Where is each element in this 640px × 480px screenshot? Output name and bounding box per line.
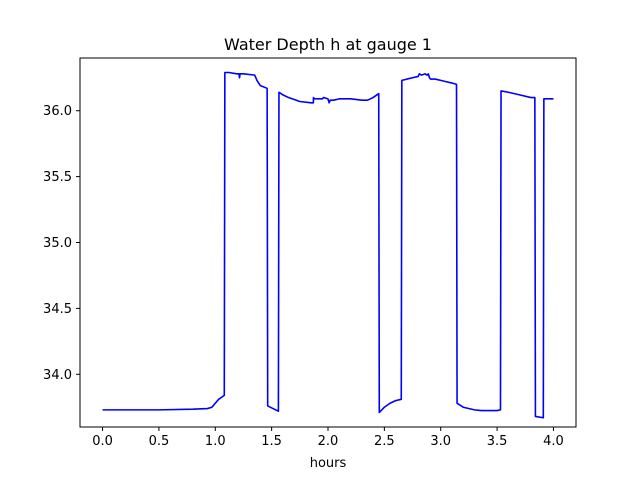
series-line bbox=[102, 71, 554, 419]
plot-frame bbox=[79, 57, 577, 428]
x-tick-label: 3.0 bbox=[430, 434, 451, 449]
x-tick-label: 0.0 bbox=[92, 434, 113, 449]
x-axis-ticks: 0.0 0.5 1.0 1.5 2.0 2.5 3.0 3.5 4.0 bbox=[92, 427, 564, 449]
x-tick-label: 0.5 bbox=[149, 434, 170, 449]
y-tick-label: 34.5 bbox=[43, 302, 72, 317]
y-tick-label: 35.5 bbox=[43, 170, 72, 185]
y-tick-label: 35.0 bbox=[43, 236, 72, 251]
y-tick-label: 36.0 bbox=[43, 104, 72, 119]
plot-area bbox=[102, 71, 554, 419]
x-tick-label: 2.0 bbox=[318, 434, 339, 449]
x-tick-label: 1.5 bbox=[261, 434, 282, 449]
x-tick-label: 4.0 bbox=[543, 434, 564, 449]
x-tick-label: 3.5 bbox=[487, 434, 508, 449]
y-tick-label: 34.0 bbox=[43, 368, 72, 383]
x-tick-label: 2.5 bbox=[374, 434, 395, 449]
x-axis-label: hours bbox=[310, 456, 347, 471]
y-axis-ticks: 34.0 34.5 35.0 35.5 36.0 bbox=[43, 104, 80, 383]
chart-title: Water Depth h at gauge 1 bbox=[224, 35, 432, 54]
x-tick-label: 1.0 bbox=[205, 434, 226, 449]
